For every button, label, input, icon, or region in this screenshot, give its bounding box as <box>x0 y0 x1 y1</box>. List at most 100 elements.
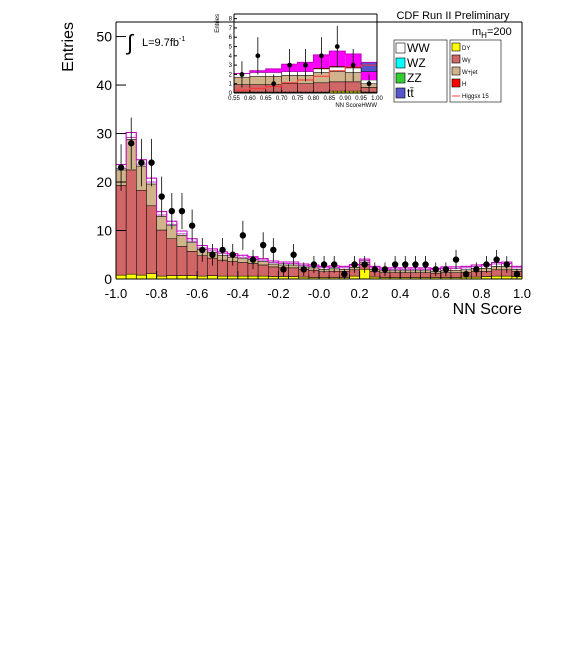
x-tick-label: 0.90 <box>339 96 351 102</box>
data-point <box>412 261 419 268</box>
data-point <box>188 222 196 229</box>
bar <box>491 269 502 277</box>
data-point <box>290 251 297 258</box>
bar <box>237 258 249 263</box>
legend-swatch <box>395 42 406 54</box>
svg-text:L=9.7fb-1: L=9.7fb-1 <box>142 36 185 49</box>
bar <box>136 274 147 280</box>
x-tick-label: 0.6 <box>432 286 450 301</box>
data-points <box>117 117 521 279</box>
svg-text:∫: ∫ <box>125 30 135 55</box>
data-point <box>138 159 145 166</box>
x-tick-label: 1.00 <box>371 96 383 102</box>
data-point <box>270 246 277 254</box>
legend-swatch <box>451 66 461 76</box>
y-axis-label: Entries <box>215 14 221 33</box>
data-point <box>318 53 324 59</box>
y-tick-label: 0 <box>229 91 233 97</box>
data-point <box>259 241 267 249</box>
data-point <box>493 256 500 263</box>
data-point <box>334 44 340 49</box>
data-point <box>128 140 135 147</box>
data-point <box>320 261 328 268</box>
legend-label: DY <box>462 46 470 52</box>
y-tick-label: 0 <box>104 271 112 287</box>
y-tick-label: 2 <box>229 72 233 78</box>
bar <box>389 272 401 278</box>
bar <box>420 272 431 278</box>
y-tick-label: 10 <box>96 223 112 239</box>
bar <box>186 275 198 280</box>
x-axis-label: NN ScoreHWW <box>335 103 377 109</box>
legend-swatch <box>395 57 406 69</box>
data-point <box>158 193 165 200</box>
data-point <box>391 261 399 268</box>
data-point <box>513 270 521 278</box>
bar <box>115 274 127 280</box>
x-axis-label: NN Score <box>453 301 522 318</box>
bar <box>313 82 330 93</box>
data-point <box>422 261 429 268</box>
data-point <box>452 256 460 263</box>
main-plot: -1.0 -0.8 -0.6 -0.4 -0.2 -0.0 0.2 0.4 0.6 0.8 1.00… <box>60 21 531 318</box>
x-tick-label: 0.2 <box>351 286 369 301</box>
bar <box>186 242 198 252</box>
bar <box>450 272 462 278</box>
y-tick-label: 3 <box>229 63 233 69</box>
x-tick-label: 0.60 <box>244 96 256 102</box>
x-tick-label: -0.4 <box>227 286 249 301</box>
data-point <box>239 72 245 77</box>
x-tick-label: 0.70 <box>276 96 288 102</box>
bar <box>166 238 178 276</box>
x-tick-label: 0.95 <box>355 96 367 102</box>
data-point <box>168 207 176 215</box>
x-tick-label: -0.2 <box>267 286 289 301</box>
y-tick-label: 1 <box>229 82 233 88</box>
data-point <box>300 266 307 273</box>
data-point <box>148 159 155 166</box>
inset-plot: 0.55 0.60 0.65 0.70 0.75 0.80 0.85 0.90 0.95 1.00… <box>215 13 383 109</box>
bar <box>176 275 188 280</box>
x-tick-label: -1.0 <box>105 286 127 301</box>
legend-label: ZZ <box>407 71 422 85</box>
bar <box>136 190 147 276</box>
legend-label: W+jet <box>462 70 478 76</box>
data-point <box>503 261 510 268</box>
bar <box>125 169 137 275</box>
legend-label: Wγ <box>462 58 471 64</box>
bar <box>344 81 362 92</box>
y-tick-label: 8 <box>229 17 233 23</box>
bar <box>450 270 462 273</box>
data-points <box>239 25 372 93</box>
data-point <box>239 232 247 239</box>
data-point <box>117 164 125 171</box>
bar <box>268 263 279 268</box>
svg-text:mH=200: mH=200 <box>472 26 512 40</box>
mass-label: mH=200 <box>472 26 512 40</box>
legend-label: WZ <box>407 56 426 70</box>
bar <box>217 259 228 277</box>
x-tick-label: 0.8 <box>472 286 490 301</box>
data-point <box>303 62 308 68</box>
series-tt <box>360 62 378 72</box>
data-point <box>310 261 318 268</box>
bar <box>268 266 279 277</box>
data-point <box>371 266 379 273</box>
bar <box>186 251 198 276</box>
x-tick-label: 0.4 <box>391 286 409 301</box>
legend-swatch <box>395 87 406 99</box>
legend-swatch <box>451 78 461 88</box>
data-point <box>229 251 236 258</box>
y-tick-label: 7 <box>229 26 233 32</box>
y-tick-label: 6 <box>229 35 233 41</box>
data-point <box>473 266 480 273</box>
data-point <box>350 62 356 68</box>
x-tick-label: 0.75 <box>292 96 304 102</box>
data-point <box>178 207 186 215</box>
legend-label: WW <box>407 41 430 55</box>
x-tick-label: 1.0 <box>513 286 531 301</box>
chart-title: CDF Run II Preliminary <box>396 10 510 22</box>
bar <box>265 68 282 73</box>
bar <box>146 205 157 274</box>
legend-swatch <box>451 42 461 52</box>
